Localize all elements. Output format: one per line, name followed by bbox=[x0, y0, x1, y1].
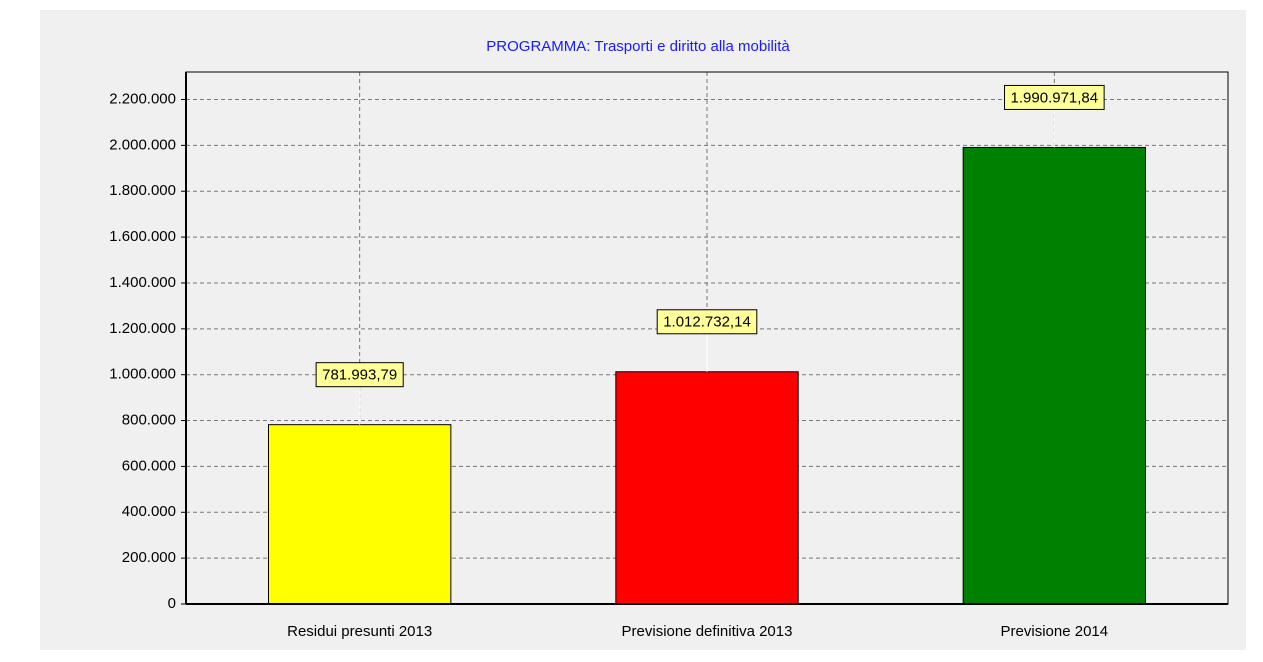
y-tick-label: 1.600.000 bbox=[109, 228, 176, 245]
data-label: 1.012.732,14 bbox=[663, 314, 751, 331]
y-tick-label: 200.000 bbox=[122, 549, 176, 566]
y-tick-label: 2.200.000 bbox=[109, 90, 176, 107]
y-tick-label: 400.000 bbox=[122, 503, 176, 520]
bar bbox=[615, 371, 799, 605]
data-label-box bbox=[1004, 84, 1105, 110]
y-tick-label: 1.800.000 bbox=[109, 182, 176, 199]
data-label: 781.993,79 bbox=[322, 367, 397, 384]
x-tick-label: Residui presunti 2013 bbox=[287, 623, 432, 640]
data-label-box bbox=[315, 362, 404, 388]
data-label: 1.990.971,84 bbox=[1011, 89, 1099, 106]
y-tick-label: 1.200.000 bbox=[109, 320, 176, 337]
x-tick-label: Previsione 2014 bbox=[1001, 623, 1109, 640]
y-tick-label: 1.400.000 bbox=[109, 274, 176, 291]
bar bbox=[962, 146, 1147, 605]
y-tick-label: 800.000 bbox=[122, 412, 176, 429]
x-tick-label: Previsione definitiva 2013 bbox=[622, 623, 793, 640]
chart-title: PROGRAMMA: Trasporti e diritto alla mobi… bbox=[486, 38, 790, 55]
bar bbox=[267, 424, 452, 605]
y-tick-label: 2.000.000 bbox=[109, 136, 176, 153]
y-tick-label: 600.000 bbox=[122, 457, 176, 474]
y-tick-label: 0 bbox=[168, 595, 176, 612]
data-label-box bbox=[656, 309, 758, 335]
y-tick-label: 1.000.000 bbox=[109, 366, 176, 383]
